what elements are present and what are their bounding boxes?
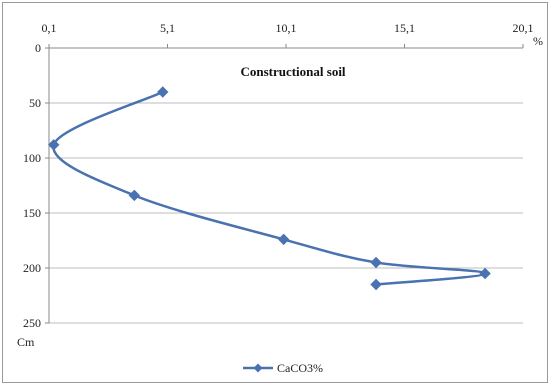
y-tick-label: 150	[23, 206, 41, 220]
legend-marker	[253, 363, 263, 373]
data-point-marker	[157, 86, 169, 98]
data-point-marker	[370, 256, 382, 269]
data-point-marker	[128, 189, 141, 202]
y-tick-label: 100	[23, 151, 41, 165]
x-tick-label: 10,1	[276, 21, 297, 35]
x-tick-label: 0,1	[42, 21, 57, 35]
data-point-marker	[370, 278, 382, 291]
y-tick-label: 50	[29, 96, 41, 110]
y-tick-label: 0	[35, 41, 41, 55]
grid-layer	[49, 102, 523, 324]
legend-label: CaCO3%	[277, 361, 323, 375]
chart-frame: 0 50 100 150 200 250 0,1 5,1 10,1 15,1 20,1 Constr…	[2, 2, 548, 383]
chart-title: Constructional soil	[240, 64, 345, 79]
x-tick-label: 5,1	[160, 21, 175, 35]
x-unit-label: %	[533, 34, 543, 48]
data-point-marker	[48, 139, 60, 151]
y-tick-label: 200	[23, 261, 41, 275]
legend: CaCO3%	[243, 361, 323, 375]
series-line	[52, 90, 487, 286]
data-point-marker	[479, 267, 491, 280]
x-tick-label: 20,1	[513, 21, 534, 35]
x-tick-label: 15,1	[394, 21, 415, 35]
data-point-marker	[277, 233, 290, 246]
series-layer	[48, 86, 491, 291]
y-unit-label: Cm	[17, 335, 35, 349]
y-tick-label: 250	[23, 316, 41, 330]
chart-canvas: 0 50 100 150 200 250 0,1 5,1 10,1 15,1 20,1 Constr…	[17, 21, 543, 375]
axis-layer: 0 50 100 150 200 250 0,1 5,1 10,1 15,1 20,1	[23, 21, 534, 330]
